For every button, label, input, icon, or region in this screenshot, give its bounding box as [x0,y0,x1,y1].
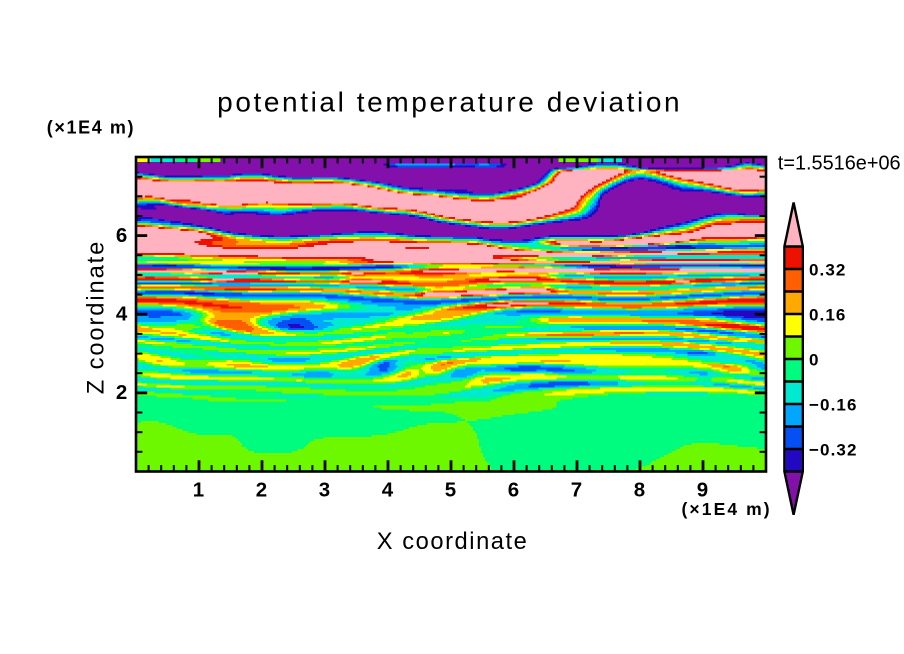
svg-text:(×1E4 m): (×1E4 m) [47,117,135,137]
svg-text:(×1E4 m): (×1E4 m) [682,499,772,519]
svg-text:Z coordinate: Z coordinate [84,240,110,394]
svg-text:7: 7 [571,479,582,502]
svg-text:8: 8 [634,479,645,502]
svg-text:2: 2 [256,479,267,502]
svg-text:6: 6 [116,224,127,247]
svg-text:5: 5 [445,479,456,502]
svg-text:−0.32: −0.32 [809,440,858,459]
svg-text:X coordinate: X coordinate [377,529,529,555]
svg-text:t=1.5516e+06: t=1.5516e+06 [778,152,901,174]
svg-text:4: 4 [382,479,394,502]
svg-text:1: 1 [193,479,204,502]
svg-text:−0.16: −0.16 [809,395,858,414]
svg-text:6: 6 [508,479,519,502]
svg-text:potential temperature deviatio: potential temperature deviation [217,87,682,118]
svg-text:4: 4 [116,303,128,326]
svg-text:3: 3 [319,479,330,502]
svg-text:0: 0 [809,350,820,369]
svg-text:0.32: 0.32 [809,260,847,279]
svg-text:2: 2 [116,381,127,404]
svg-text:9: 9 [697,479,708,502]
svg-text:0.16: 0.16 [809,305,847,324]
